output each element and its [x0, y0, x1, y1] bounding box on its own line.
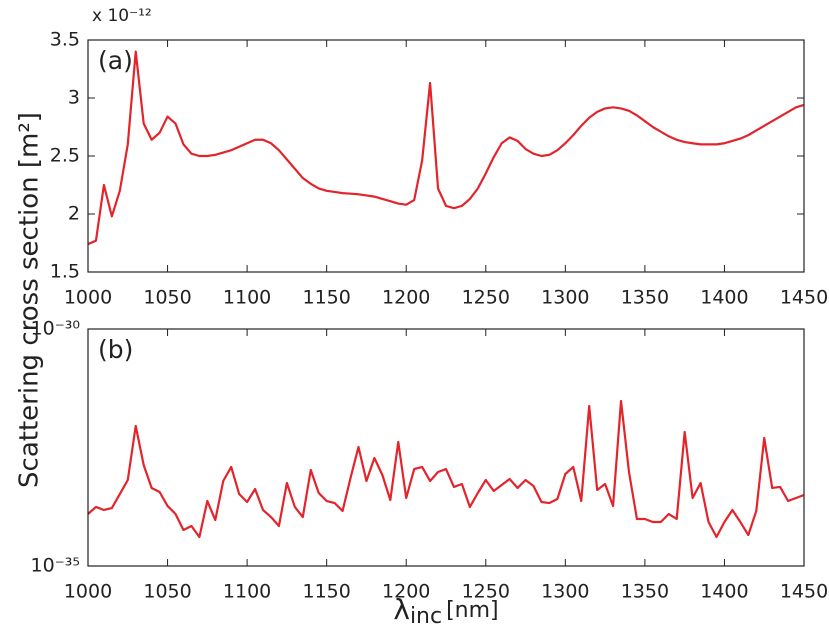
y-tick-label: 10⁻³⁵: [31, 555, 80, 577]
x-tick-label: 1350: [621, 287, 669, 309]
x-tick-label: 1250: [462, 287, 510, 309]
x-tick-label: 1400: [700, 581, 748, 603]
plot-frame: [87, 39, 805, 273]
plot-frame: [87, 328, 805, 567]
scale-label: x 10⁻¹²: [92, 6, 152, 26]
y-tick-label: 10⁻³⁰: [31, 318, 80, 340]
x-tick-label: 1150: [302, 581, 350, 603]
x-tick-label: 1300: [541, 287, 589, 309]
x-label-subscript: inc: [410, 604, 442, 629]
x-tick-label: 1450: [780, 581, 828, 603]
panel-label: (a): [98, 46, 133, 75]
x-tick-label: 1300: [541, 581, 589, 603]
y-axis-label: Scattering cross section [m²]: [15, 112, 45, 488]
x-tick-label: 1450: [780, 287, 828, 309]
x-tick-label: 1350: [621, 581, 669, 603]
plot-background: [88, 40, 804, 272]
x-tick-label: 1000: [64, 287, 112, 309]
x-tick-label: 1250: [462, 581, 510, 603]
x-label-symbol: λ: [393, 593, 410, 626]
x-axis-label: λinc [nm]: [393, 593, 498, 629]
plot-background: [88, 329, 804, 566]
y-tick-label: 3.5: [50, 29, 80, 51]
data-line: [87, 50, 805, 246]
x-tick-label: 1050: [143, 287, 191, 309]
panel-label: (b): [98, 335, 133, 364]
y-tick-label: 1.5: [50, 261, 80, 283]
y-tick-label: 3: [68, 87, 80, 109]
x-tick-label: 1200: [382, 581, 430, 603]
x-tick-label: 1150: [302, 287, 350, 309]
x-tick-label: 1000: [64, 581, 112, 603]
x-tick-label: 1200: [382, 287, 430, 309]
data-line: [87, 399, 805, 539]
x-tick-label: 1100: [223, 287, 271, 309]
y-tick-label: 2: [68, 203, 80, 225]
y-tick-label: 2.5: [50, 145, 80, 167]
x-tick-label: 1100: [223, 581, 271, 603]
x-tick-label: 1050: [143, 581, 191, 603]
x-tick-label: 1400: [700, 287, 748, 309]
x-label-unit: [nm]: [446, 598, 499, 623]
